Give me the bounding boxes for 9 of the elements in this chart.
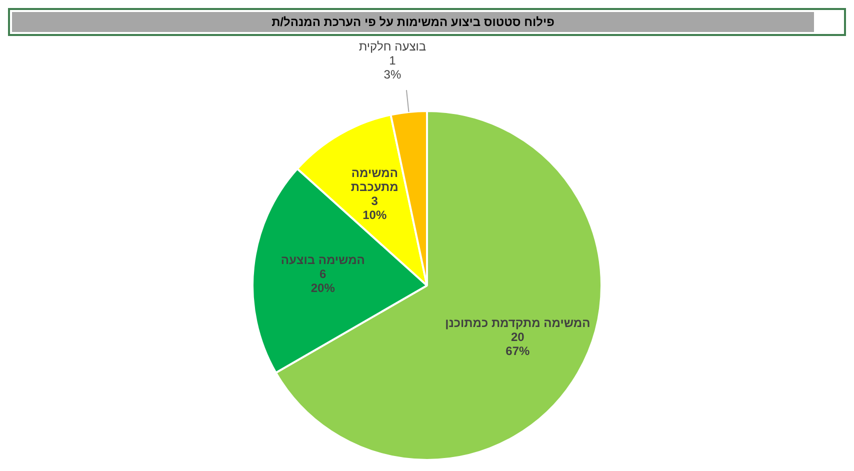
data-label: 20 67% xyxy=(506,330,530,358)
data-label: 3 10% xyxy=(362,194,387,222)
slice-label: בוצעה חלקית xyxy=(358,39,426,54)
slice-label: המשימה מתעכבת xyxy=(350,166,398,194)
chart-title: פילוח סטטוס ביצוע המשימות על פי הערכת המנהל/ת xyxy=(12,12,814,32)
data-label: 1 3% xyxy=(384,53,402,82)
data-label: 6 20% xyxy=(310,266,336,295)
slice-label: המשימה בוצעה xyxy=(280,252,365,267)
slice-label: המשימה מתקדמת כמתוכנן xyxy=(445,316,590,330)
